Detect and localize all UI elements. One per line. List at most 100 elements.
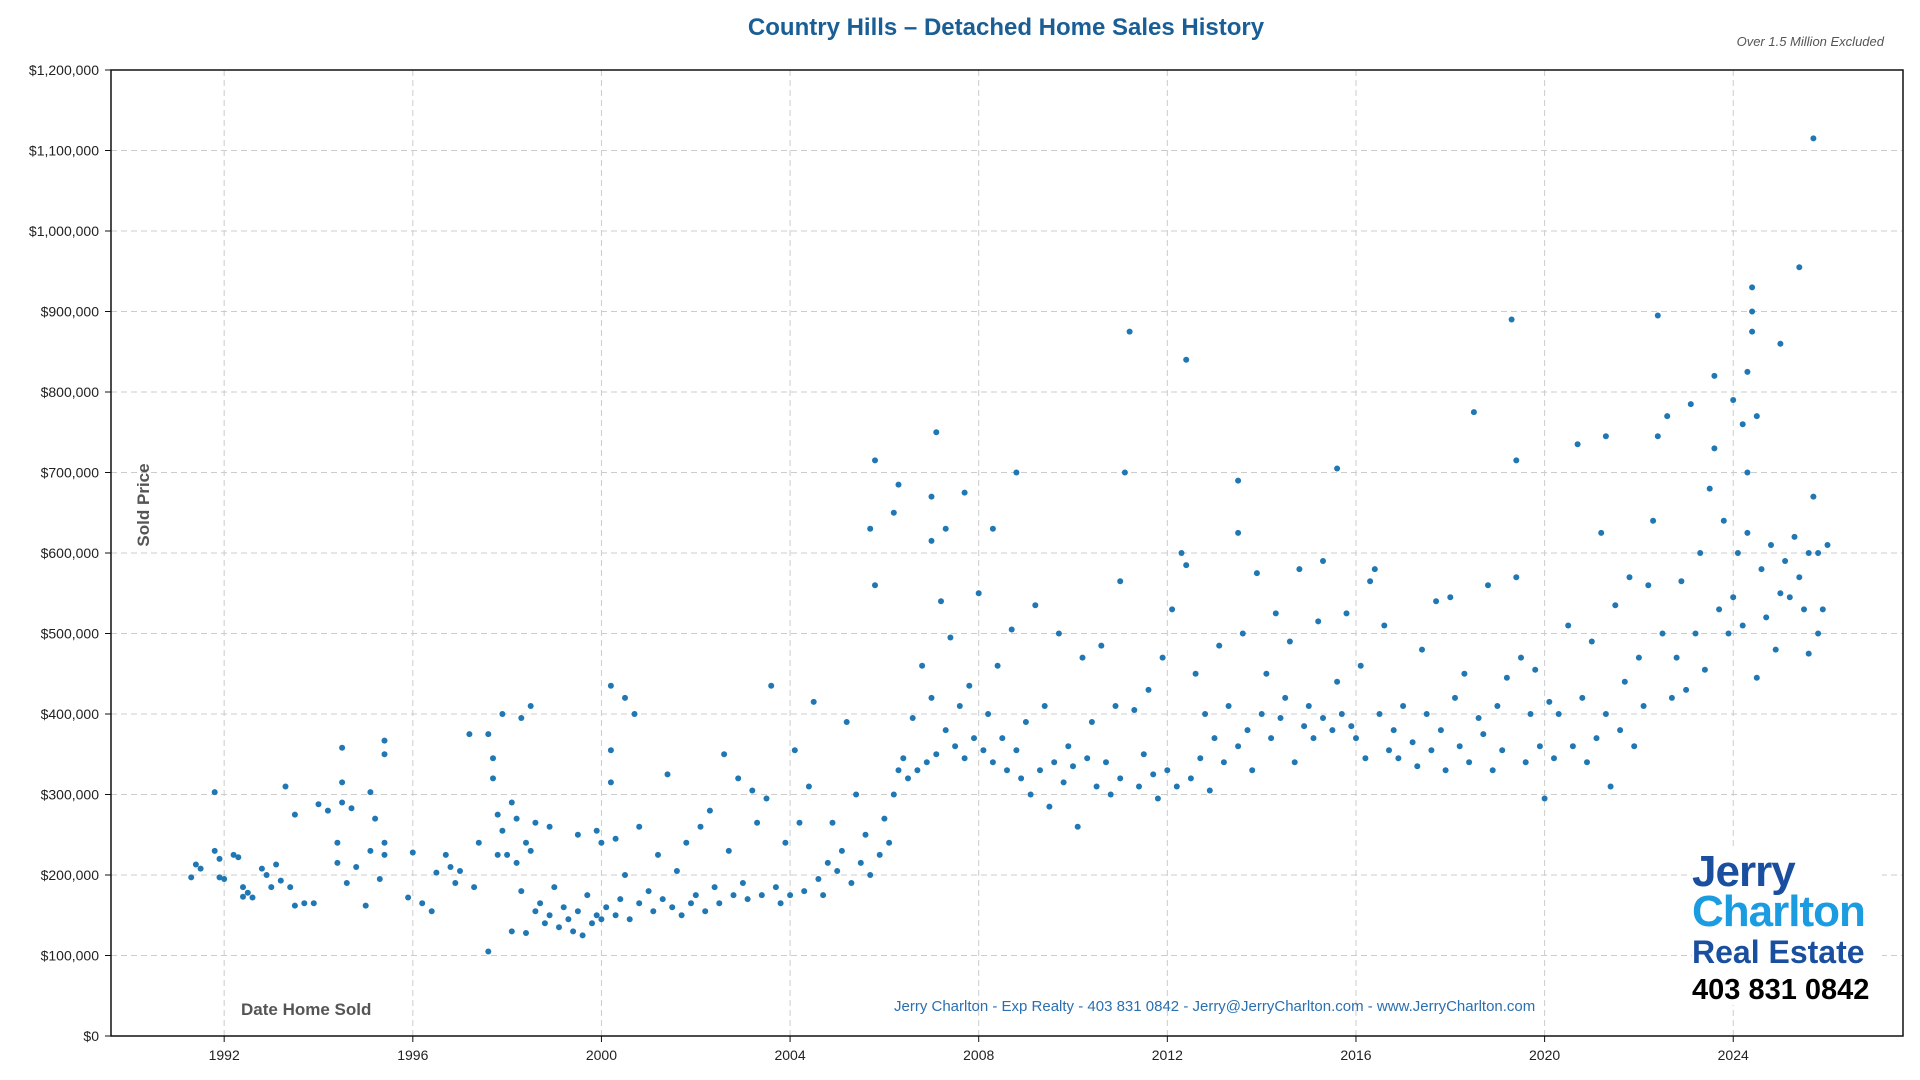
data-point	[612, 835, 619, 842]
data-point	[339, 744, 346, 751]
data-point	[263, 872, 270, 878]
data-point	[914, 767, 921, 774]
data-point	[409, 849, 416, 856]
data-point	[1334, 678, 1341, 685]
data-point	[1041, 703, 1048, 709]
data-point	[523, 839, 529, 846]
data-point	[1381, 622, 1388, 629]
data-point	[457, 868, 463, 874]
data-point	[1753, 413, 1760, 420]
data-point	[1640, 703, 1647, 709]
data-point	[961, 755, 968, 762]
data-point	[683, 839, 690, 846]
data-point	[1235, 529, 1242, 536]
data-point	[886, 839, 893, 846]
data-point	[933, 751, 940, 758]
data-point	[1074, 823, 1081, 830]
data-point	[1513, 457, 1520, 464]
data-point	[593, 912, 600, 919]
data-point	[442, 851, 449, 858]
data-point	[1711, 445, 1718, 452]
data-point	[1098, 642, 1105, 649]
data-point	[560, 904, 567, 911]
data-point	[1235, 743, 1242, 750]
data-point	[1428, 747, 1435, 754]
data-point	[1466, 759, 1473, 766]
data-point	[1730, 594, 1737, 601]
data-point	[1777, 590, 1784, 597]
data-point	[1249, 767, 1256, 774]
data-point	[1301, 723, 1308, 730]
data-point	[1121, 469, 1128, 476]
data-point	[636, 823, 643, 830]
data-point	[1569, 743, 1576, 750]
data-point	[282, 783, 289, 790]
data-point	[1442, 767, 1449, 774]
data-point	[376, 876, 383, 882]
data-point	[1536, 743, 1543, 750]
data-point	[1456, 743, 1463, 750]
data-point	[820, 892, 827, 899]
data-point	[1244, 727, 1251, 734]
y-tick-label: $300,000	[41, 787, 100, 803]
data-point	[1532, 666, 1539, 673]
data-point	[938, 598, 944, 605]
data-point	[1801, 606, 1807, 613]
data-point	[485, 731, 492, 738]
data-point	[405, 894, 412, 901]
data-point	[1433, 598, 1440, 605]
y-axis-label: Sold Price	[134, 463, 153, 547]
data-point	[1032, 602, 1039, 609]
data-point	[240, 893, 246, 900]
logo-line-3: Real Estate	[1692, 934, 1865, 970]
data-point	[1796, 574, 1803, 581]
x-tick-label: 2016	[1340, 1047, 1371, 1063]
data-point	[216, 874, 223, 881]
data-point	[1320, 715, 1326, 721]
data-point	[834, 868, 841, 874]
y-tick-label: $600,000	[41, 545, 100, 561]
data-point	[1338, 711, 1345, 717]
data-point	[1216, 642, 1223, 649]
data-point	[1602, 711, 1609, 717]
data-point	[763, 795, 770, 802]
y-tick-label: $1,200,000	[29, 62, 99, 78]
data-point	[579, 932, 586, 939]
data-point	[607, 779, 614, 786]
y-tick-label: $1,000,000	[29, 223, 99, 239]
y-tick-label: $500,000	[41, 626, 100, 642]
data-point	[249, 894, 256, 901]
data-point	[1720, 517, 1727, 524]
data-point	[1395, 755, 1402, 762]
data-point	[942, 525, 949, 532]
data-point	[1782, 558, 1789, 564]
data-point	[1687, 401, 1694, 408]
data-point	[1739, 421, 1746, 428]
data-point	[527, 703, 534, 709]
data-point	[353, 864, 360, 870]
data-point	[471, 884, 478, 891]
data-point	[1617, 727, 1624, 734]
data-point	[933, 429, 940, 436]
data-point	[508, 799, 515, 806]
data-point	[848, 880, 855, 886]
data-point	[570, 928, 577, 935]
data-point	[1716, 606, 1723, 613]
data-point	[1107, 791, 1114, 798]
company-logo: Jerry Charlton Real Estate 403 831 0842	[1692, 850, 1882, 1005]
data-point	[1013, 469, 1020, 476]
data-point	[603, 904, 610, 911]
data-point	[1579, 694, 1586, 701]
data-point	[824, 859, 831, 866]
data-point	[1084, 755, 1091, 762]
data-point	[612, 912, 619, 919]
data-point	[221, 876, 228, 882]
data-point	[1711, 372, 1718, 379]
data-point	[782, 839, 789, 846]
x-tick-label: 2020	[1529, 1047, 1560, 1063]
data-point	[1173, 783, 1180, 790]
y-tick-label: $800,000	[41, 384, 100, 400]
data-point	[1018, 775, 1025, 782]
data-point	[273, 861, 280, 868]
logo-line-1: Jerry	[1692, 847, 1796, 896]
